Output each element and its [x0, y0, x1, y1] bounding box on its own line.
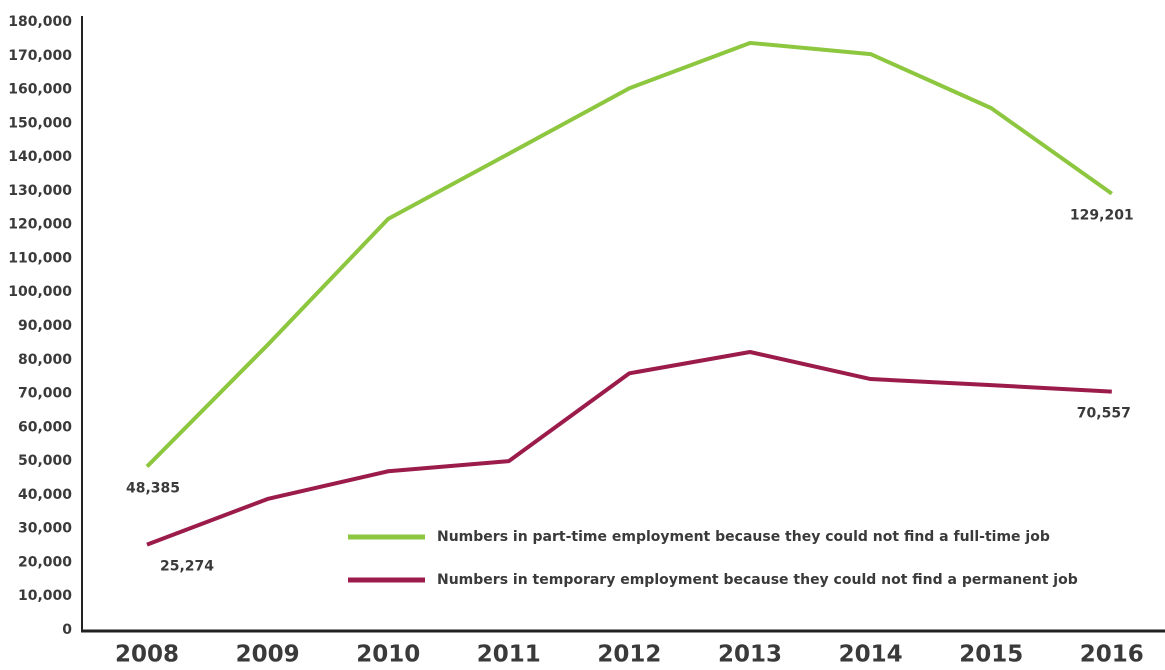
y-tick-label: 100,000	[8, 284, 72, 300]
y-tick-label: 130,000	[8, 183, 72, 199]
y-tick-label: 60,000	[18, 419, 72, 435]
y-tick-label: 140,000	[8, 149, 72, 165]
y-tick-label: 20,000	[18, 554, 72, 570]
series-line	[145, 40, 1113, 468]
x-tick-label: 2016	[1080, 642, 1144, 667]
x-tick-label: 2013	[718, 642, 782, 667]
y-tick-label: 10,000	[18, 588, 72, 604]
y-tick-label: 160,000	[8, 82, 72, 98]
y-tick-label: 50,000	[18, 453, 72, 469]
x-tick-label: 2009	[236, 642, 300, 667]
x-tick-label: 2010	[356, 642, 420, 667]
legend-label: Numbers in part-time employment because …	[437, 529, 1050, 545]
y-tick-label: 40,000	[18, 487, 72, 503]
y-tick-label: 80,000	[18, 352, 72, 368]
data-label: 25,274	[160, 559, 214, 575]
y-tick-label: 30,000	[18, 521, 72, 537]
x-tick-label: 2015	[959, 642, 1023, 667]
y-tick-label: 70,000	[18, 386, 72, 402]
y-tick-label: 0	[62, 622, 72, 638]
x-tick-label: 2008	[115, 642, 179, 667]
y-tick-label: 150,000	[8, 115, 72, 131]
x-tick-label: 2011	[477, 642, 541, 667]
data-label: 48,385	[126, 481, 180, 497]
y-tick-label: 110,000	[8, 250, 72, 266]
x-tick-label: 2014	[839, 642, 903, 667]
x-tick-label: 2012	[597, 642, 661, 667]
y-tick-label: 180,000	[8, 14, 72, 30]
y-tick-label: 90,000	[18, 318, 72, 334]
data-label: 129,201	[1070, 208, 1134, 224]
data-label: 70,557	[1077, 406, 1131, 422]
series-line	[146, 350, 1112, 547]
y-tick-label: 170,000	[8, 48, 72, 64]
y-tick-label: 120,000	[8, 217, 72, 233]
legend-label: Numbers in temporary employment because …	[437, 572, 1078, 588]
